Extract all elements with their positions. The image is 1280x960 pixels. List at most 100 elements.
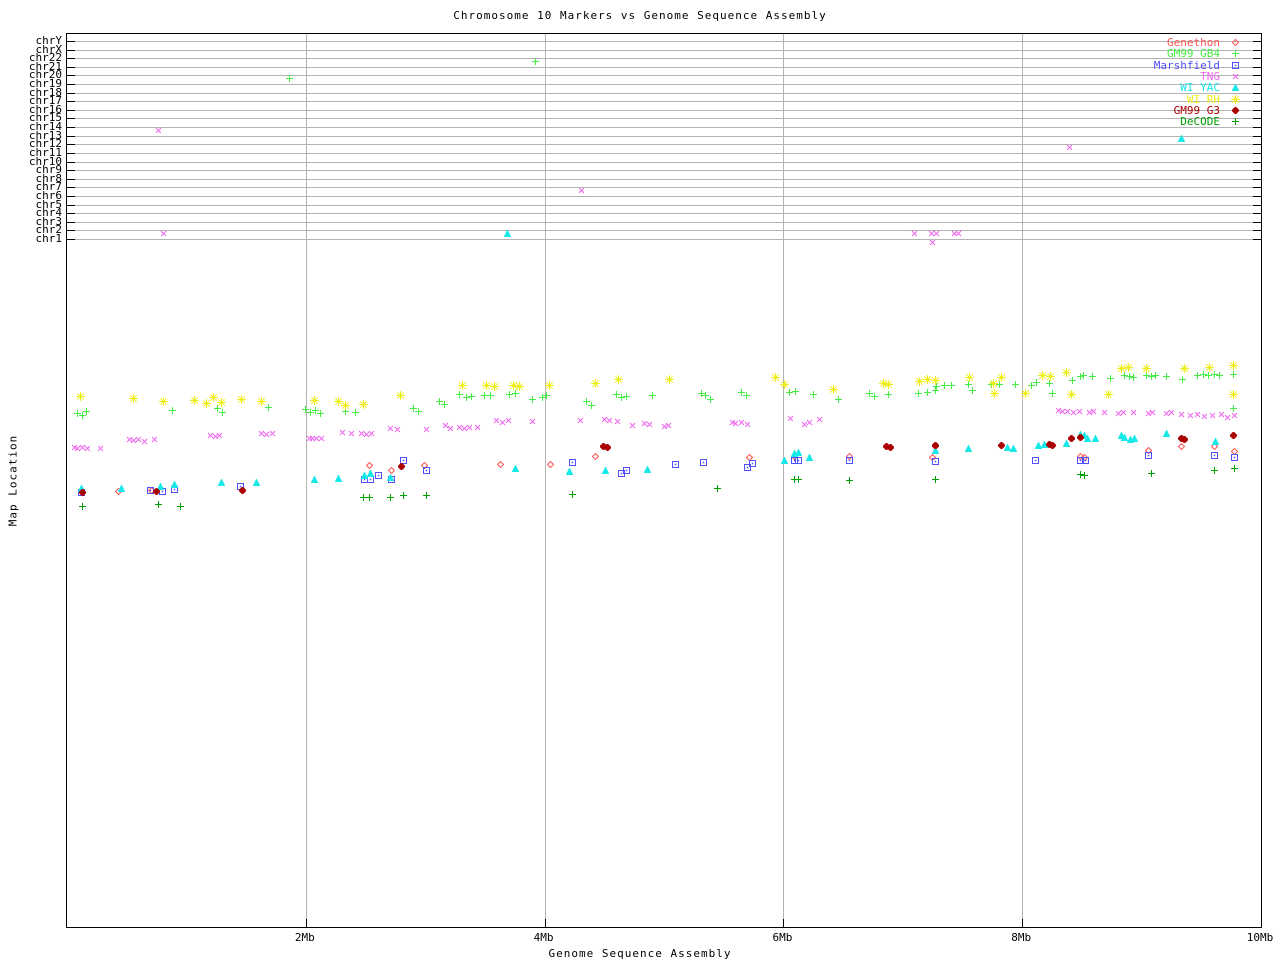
data-point [1079, 371, 1087, 379]
y-tick-left [67, 239, 75, 241]
data-point [1181, 435, 1189, 443]
data-point [515, 381, 525, 391]
legend-label: WI YAC [1180, 81, 1220, 95]
data-point [964, 380, 972, 388]
data-point [447, 425, 454, 432]
data-point [1147, 469, 1155, 477]
data-point [883, 379, 893, 389]
data-point [1048, 389, 1056, 397]
data-point [487, 391, 495, 399]
data-point [543, 391, 551, 399]
data-point [79, 411, 87, 419]
chromosome-gridline [67, 170, 1261, 172]
y-tick-label: chr22 [28, 51, 62, 65]
y-tick-label: chr21 [28, 59, 62, 73]
chromosome-gridline [67, 49, 1261, 51]
data-point-chromosome [933, 230, 940, 237]
data-point [646, 421, 653, 428]
chromosome-gridline [67, 109, 1261, 111]
diamond-open-legend-icon [1230, 39, 1240, 47]
data-point [481, 391, 489, 399]
data-point [538, 393, 546, 401]
data-point [770, 372, 780, 382]
data-point [845, 476, 853, 484]
y-tick-label: chr11 [28, 145, 62, 159]
data-point [1230, 431, 1238, 439]
data-point [420, 461, 428, 469]
data-point [1210, 370, 1218, 378]
data-point [915, 376, 925, 386]
data-point [1086, 409, 1093, 416]
data-point [313, 435, 320, 442]
data-point [612, 390, 620, 398]
y-tick-label: chr19 [28, 77, 62, 91]
legend-label: GM99 G3 [1173, 103, 1220, 117]
data-point [1212, 437, 1220, 445]
data-point [318, 435, 325, 442]
data-point [1004, 443, 1012, 451]
y-tick-right [1253, 84, 1261, 86]
x-gridline [783, 34, 785, 927]
plus-legend-icon [1230, 50, 1240, 58]
data-point [388, 466, 396, 474]
data-point [253, 478, 261, 486]
data-point [1126, 372, 1134, 380]
data-point [1168, 409, 1175, 416]
data-point [360, 471, 368, 479]
y-tick-right [1253, 49, 1261, 51]
data-point [787, 415, 794, 422]
data-point [257, 396, 267, 406]
data-point [135, 436, 142, 443]
x-gridline [305, 34, 307, 927]
data-point [1194, 411, 1201, 418]
data-point [1046, 371, 1056, 381]
y-tick-right [1253, 161, 1261, 163]
data-point [1064, 408, 1071, 415]
data-point [1037, 370, 1047, 380]
data-point [1103, 389, 1113, 399]
y-tick-label: chr18 [28, 85, 62, 99]
chromosome-gridline [67, 178, 1261, 180]
data-point [1231, 453, 1239, 461]
data-point [365, 461, 373, 469]
data-point [263, 431, 270, 438]
chromosome-gridline [67, 161, 1261, 163]
y-tick-right [1253, 41, 1261, 42]
data-point [310, 475, 318, 483]
data-point [1107, 374, 1115, 382]
data-point [989, 378, 999, 388]
y-tick-label: chr17 [28, 94, 62, 108]
data-point [423, 426, 430, 433]
data-point [363, 431, 370, 438]
data-point [1230, 370, 1238, 378]
data-point [82, 407, 90, 415]
data-point [1048, 441, 1056, 449]
data-point [996, 380, 1003, 388]
data-point [795, 475, 803, 483]
chromosome-gridline [67, 58, 1261, 60]
data-point [1070, 409, 1077, 416]
y-tick-right [1253, 170, 1261, 172]
data-point-chromosome [1177, 135, 1185, 143]
square-open-legend-icon [1230, 61, 1240, 69]
y-tick-label: chr6 [35, 188, 63, 202]
y-tick-left [67, 92, 75, 94]
legend-label: WI RH [1186, 92, 1220, 106]
data-point [931, 457, 939, 465]
data-point [159, 396, 169, 406]
data-point [592, 452, 600, 460]
chromosome-gridline [67, 101, 1261, 103]
y-tick-label: chr10 [28, 154, 62, 168]
y-tick-label: chr14 [28, 120, 62, 134]
y-tick-left [67, 195, 75, 197]
y-tick-right [1253, 187, 1261, 189]
y-tick-left [67, 41, 75, 42]
legend-item: DeCODE [1090, 115, 1240, 128]
data-point [217, 478, 225, 486]
data-point [1089, 372, 1097, 380]
data-point [141, 438, 148, 445]
data-point [884, 390, 892, 398]
data-point [568, 458, 576, 466]
legend-label: Genethon [1167, 36, 1220, 50]
data-point [340, 400, 350, 410]
